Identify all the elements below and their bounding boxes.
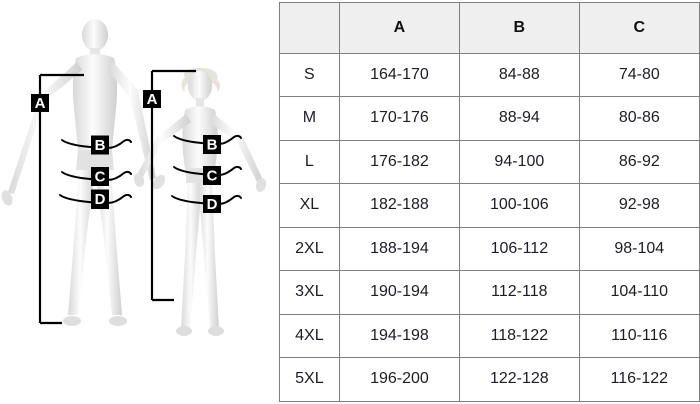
svg-text:B: B [207,137,218,154]
svg-text:B: B [95,137,106,154]
svg-text:D: D [207,196,218,213]
svg-text:C: C [95,169,106,186]
svg-text:A: A [147,91,158,108]
svg-text:D: D [95,191,106,208]
svg-text:A: A [35,95,46,112]
svg-text:C: C [207,168,218,185]
